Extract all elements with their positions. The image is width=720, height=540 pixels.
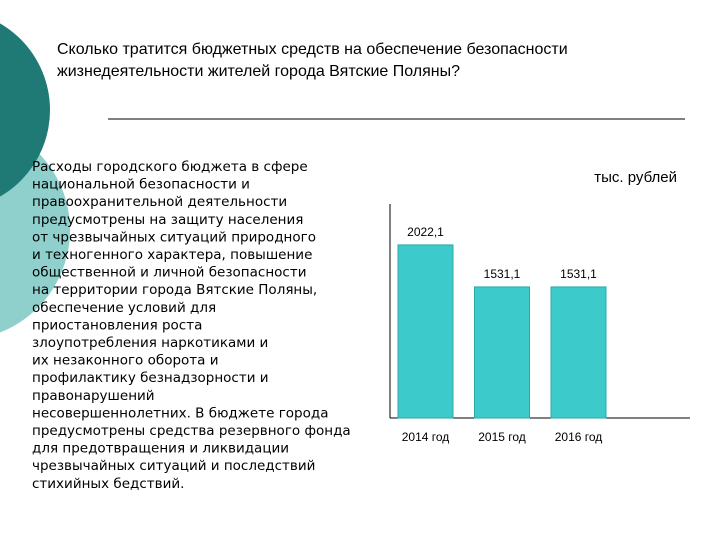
body-line: приостановления роста: [32, 317, 202, 333]
body-line: Расходы городского бюджета в сфере: [32, 159, 308, 175]
body-line: злоупотребления наркотиками и: [32, 335, 268, 351]
x-tick-label: 2015 год: [478, 430, 526, 444]
body-line: национальной безопасности и: [32, 177, 250, 193]
body-line: правонарушений: [32, 388, 155, 404]
title: Сколько тратится бюджетных средств на об…: [57, 41, 568, 58]
body-line: несовершеннолетних. В бюджете города: [32, 405, 328, 421]
x-tick-label: 2016 год: [555, 430, 603, 444]
body-line: предусмотрены на защиту населения: [32, 212, 303, 228]
body-line: правоохранительной деятельности: [32, 194, 287, 210]
body-line: общественной и личной безопасности: [32, 265, 306, 281]
body-line: их незаконного оборота и: [32, 353, 218, 369]
body-line: предусмотрены средства резервного фонда: [32, 423, 351, 439]
bar: [397, 244, 454, 419]
body-line: стихийных бедствий.: [32, 476, 184, 492]
value-label: 2022,1: [407, 225, 444, 239]
body-line: и техногенного характера, повышение: [32, 247, 312, 263]
title: жизнедеятельности жителей города Вятские…: [57, 63, 460, 80]
unit-label: тыс. рублей: [594, 169, 677, 186]
body-line: на территории города Вятские Поляны,: [32, 282, 317, 298]
decor-circle: [0, 23, 50, 197]
body-line: от чрезвычайных ситуаций природного: [32, 229, 316, 245]
body-line: для предотвращения и ликвидации: [32, 441, 289, 457]
body-line: профилактику безнадзорности и: [32, 370, 269, 386]
value-label: 1531,1: [560, 267, 597, 281]
bar: [474, 286, 530, 419]
body-line: обеспечение условий для: [32, 300, 216, 316]
x-tick-label: 2014 год: [402, 430, 450, 444]
body-line: чрезвычайных ситуаций и последствий: [32, 458, 315, 474]
bar: [550, 286, 607, 419]
value-label: 1531,1: [484, 267, 521, 281]
